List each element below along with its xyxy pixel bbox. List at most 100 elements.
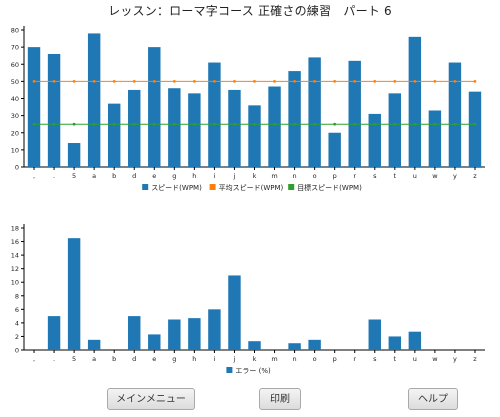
y-tick-label: 10 bbox=[11, 279, 19, 287]
y-tick-label: 20 bbox=[11, 129, 19, 137]
bar bbox=[168, 88, 181, 167]
x-tick-label: d bbox=[132, 172, 136, 180]
x-tick-label: r bbox=[353, 172, 356, 180]
line-point bbox=[293, 122, 296, 126]
x-tick-label: k bbox=[253, 355, 257, 363]
x-tick-label: h bbox=[192, 172, 196, 180]
x-tick-label: b bbox=[112, 355, 116, 363]
line-point bbox=[333, 79, 337, 83]
x-tick-label: d bbox=[132, 355, 136, 363]
line-point bbox=[353, 79, 357, 83]
bar bbox=[248, 341, 261, 350]
x-tick-label: b bbox=[112, 172, 116, 180]
bar bbox=[87, 339, 101, 350]
bar bbox=[288, 71, 301, 167]
x-tick-label: h bbox=[192, 355, 196, 363]
bar bbox=[288, 343, 301, 350]
y-tick-label: 60 bbox=[11, 61, 19, 69]
line-point bbox=[92, 79, 96, 83]
line-point bbox=[72, 122, 76, 126]
line-point bbox=[473, 122, 477, 126]
x-tick-label: z bbox=[473, 355, 477, 363]
y-tick-label: 80 bbox=[11, 27, 19, 35]
x-tick-label: r bbox=[353, 355, 356, 363]
line-point bbox=[473, 79, 477, 83]
y-tick-label: 70 bbox=[11, 44, 19, 52]
legend-swatch bbox=[226, 367, 233, 373]
line-point bbox=[273, 122, 276, 126]
x-tick-label: w bbox=[432, 355, 438, 363]
bar bbox=[148, 47, 161, 167]
x-tick-label: g bbox=[172, 355, 176, 363]
x-tick-label: y bbox=[453, 172, 457, 180]
x-tick-label: u bbox=[413, 172, 417, 180]
speed-chart: 0 10 20 30 40 50 60 70 80,. 5 a b d e g h i j k m n o p r s t u w y z… bbox=[11, 26, 485, 192]
line-point bbox=[433, 79, 437, 83]
x-tick-label: t bbox=[394, 355, 397, 363]
bar bbox=[388, 93, 402, 167]
x-tick-label: 5 bbox=[72, 355, 76, 363]
window-title: レッスン：ローマ字コース 正確さの練習 パート 6 bbox=[108, 4, 392, 18]
legend-label: エラー (%) bbox=[235, 367, 271, 375]
bar bbox=[308, 339, 321, 350]
line-point bbox=[373, 122, 377, 126]
bar bbox=[408, 36, 422, 167]
main-menu-button[interactable]: メインメニュー bbox=[107, 388, 195, 410]
bar bbox=[128, 316, 141, 350]
line-point bbox=[172, 122, 176, 126]
line-point bbox=[233, 79, 236, 83]
x-tick-label: . bbox=[53, 355, 55, 363]
x-tick-label: a bbox=[92, 355, 96, 363]
bar bbox=[208, 309, 221, 350]
x-tick-label: . bbox=[53, 172, 55, 180]
bar bbox=[368, 113, 381, 167]
error-chart: 0 2 4 6 8 10 12 14 16 18,. 5 a b d e g h i j k m n o p r s t u w y z エラ… bbox=[11, 224, 485, 375]
x-tick-label: j bbox=[233, 172, 236, 180]
x-tick-label: i bbox=[214, 355, 216, 363]
x-tick-label: i bbox=[214, 172, 216, 180]
x-tick-label: a bbox=[92, 172, 96, 180]
line-point bbox=[112, 79, 116, 83]
bar bbox=[188, 93, 201, 167]
bar bbox=[368, 319, 381, 350]
y-tick-label: 10 bbox=[11, 146, 19, 154]
bar bbox=[348, 60, 361, 168]
x-tick-label: s bbox=[373, 172, 377, 180]
line-point bbox=[213, 79, 216, 83]
x-tick-label: e bbox=[152, 355, 156, 363]
help-button[interactable]: ヘルプ bbox=[408, 388, 458, 410]
line-point bbox=[52, 79, 56, 83]
y-tick-label: 8 bbox=[15, 292, 19, 300]
x-tick-label: e bbox=[152, 172, 156, 180]
legend-label: 平均スピード(WPM) bbox=[219, 183, 284, 192]
line-point bbox=[132, 122, 136, 126]
bar bbox=[248, 105, 261, 167]
x-tick-label: y bbox=[453, 355, 457, 363]
bar bbox=[47, 53, 61, 167]
y-tick-label: 2 bbox=[15, 333, 19, 341]
print-button[interactable]: 印刷 bbox=[259, 388, 301, 410]
x-tick-label: t bbox=[394, 172, 397, 180]
x-tick-label: g bbox=[172, 172, 176, 180]
line-point bbox=[453, 79, 457, 83]
bar bbox=[168, 319, 181, 350]
x-tick-label: m bbox=[271, 172, 277, 180]
bar bbox=[388, 336, 402, 350]
y-tick-label: 14 bbox=[11, 252, 19, 260]
bar bbox=[228, 89, 241, 167]
bar bbox=[448, 62, 462, 167]
line-point bbox=[192, 122, 196, 126]
bar bbox=[67, 238, 81, 350]
line-point bbox=[453, 122, 457, 126]
y-tick-label: 0 bbox=[15, 347, 19, 355]
line-point bbox=[253, 122, 256, 126]
y-tick-label: 40 bbox=[11, 95, 19, 103]
x-tick-label: m bbox=[271, 355, 277, 363]
line-point bbox=[333, 122, 337, 126]
x-tick-label: p bbox=[333, 172, 337, 180]
y-tick-label: 6 bbox=[15, 306, 19, 314]
line-point bbox=[253, 79, 256, 83]
line-point bbox=[413, 79, 417, 83]
line-point bbox=[373, 79, 377, 83]
x-tick-label: o bbox=[313, 355, 317, 363]
